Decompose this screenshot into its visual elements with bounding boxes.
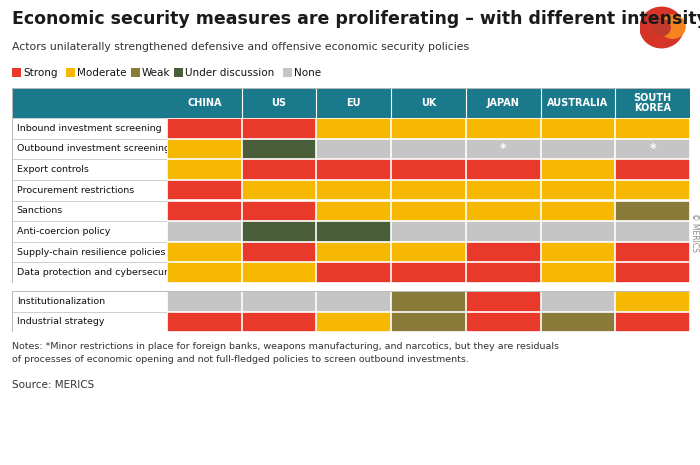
- Text: Economic security measures are proliferating – with different intensity: Economic security measures are prolifera…: [12, 10, 700, 28]
- Text: Strong: Strong: [23, 67, 57, 78]
- Text: Industrial strategy: Industrial strategy: [17, 318, 104, 326]
- Text: Supply-chain resilience policies: Supply-chain resilience policies: [17, 247, 165, 257]
- Text: JAPAN: JAPAN: [486, 98, 519, 108]
- Text: Export controls: Export controls: [17, 165, 88, 174]
- Text: Procurement restrictions: Procurement restrictions: [17, 186, 134, 195]
- Text: *: *: [500, 142, 507, 155]
- Text: Source: MERICS: Source: MERICS: [12, 380, 95, 390]
- Text: *: *: [650, 142, 656, 155]
- Text: Data protection and cybersecurity: Data protection and cybersecurity: [17, 268, 180, 277]
- Text: UK: UK: [421, 98, 436, 108]
- Circle shape: [660, 15, 685, 38]
- Text: US: US: [272, 98, 286, 108]
- Text: Weak: Weak: [142, 67, 171, 78]
- Text: Sanctions: Sanctions: [17, 206, 63, 215]
- Text: Actors unilaterally strengthened defensive and offensive economic security polic: Actors unilaterally strengthened defensi…: [12, 42, 469, 52]
- Text: None: None: [294, 67, 321, 78]
- Text: SOUTH
KOREA: SOUTH KOREA: [634, 93, 672, 113]
- Text: Notes: *Minor restrictions in place for foreign banks, weapons manufacturing, an: Notes: *Minor restrictions in place for …: [12, 342, 559, 364]
- Text: Inbound investment screening: Inbound investment screening: [17, 124, 161, 133]
- Text: © MERICS: © MERICS: [690, 213, 699, 252]
- Text: Institutionalization: Institutionalization: [17, 297, 105, 306]
- Text: AUSTRALIA: AUSTRALIA: [547, 98, 608, 108]
- Text: Under discussion: Under discussion: [185, 67, 274, 78]
- Text: Outbound investment screening: Outbound investment screening: [17, 145, 169, 153]
- Text: CHINA: CHINA: [187, 98, 222, 108]
- Text: EU: EU: [346, 98, 361, 108]
- Text: Moderate: Moderate: [77, 67, 127, 78]
- Circle shape: [640, 7, 683, 48]
- Text: Anti-coercion policy: Anti-coercion policy: [17, 227, 110, 236]
- Circle shape: [653, 20, 670, 36]
